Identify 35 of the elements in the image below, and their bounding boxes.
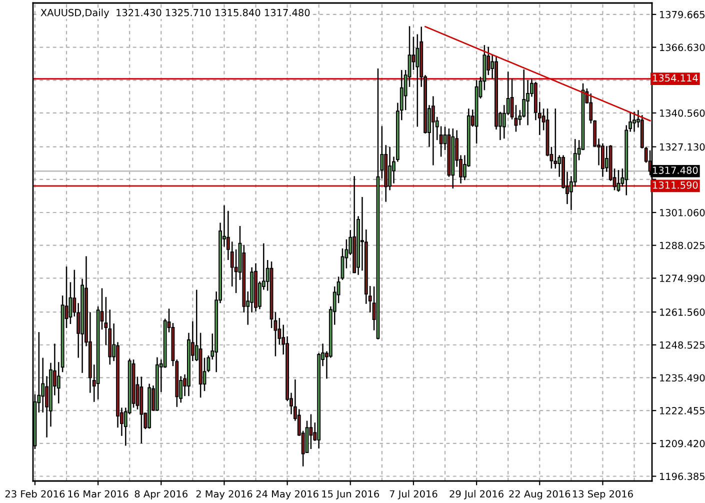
x-tick-label: 2 May 2016 — [196, 490, 252, 500]
ref-line-label: 1317.480 — [653, 166, 698, 174]
x-tick-label: 29 Jul 2016 — [450, 490, 504, 500]
y-tick-label: 1209.420 — [660, 440, 705, 448]
y-tick-label: 1301.060 — [660, 208, 705, 216]
y-tick-label: 1196.385 — [660, 472, 704, 480]
y-tick-label: 1248.525 — [660, 341, 704, 349]
y-tick-label: 1288.025 — [660, 242, 704, 250]
candlestick — [632, 111, 636, 132]
text: XAUUSD,Daily 1321.430 1325.710 1315.840 1317.480 — [40, 8, 310, 18]
x-tick-label: 15 Jun 2016 — [322, 490, 380, 500]
candlestick — [554, 108, 558, 170]
candlestick — [388, 146, 392, 191]
x-tick-label: 23 Feb 2016 — [5, 490, 65, 498]
y-tick-label: 1366.630 — [660, 44, 705, 52]
candlestick — [431, 96, 435, 166]
x-tick-label: 16 Mar 2016 — [68, 490, 128, 498]
x-tick-label: 13 Sep 2016 — [572, 490, 633, 500]
y-tick-label: 1274.990 — [660, 274, 705, 282]
candlestick — [601, 142, 604, 178]
y-tick-label: 1261.560 — [660, 308, 705, 316]
candlestick — [416, 34, 420, 128]
x-tick-label: 22 Aug 2016 — [509, 490, 570, 500]
y-tick-label: 1327.130 — [660, 143, 705, 151]
x-tick-label: 24 May 2016 — [256, 490, 318, 500]
candlestick — [274, 312, 278, 357]
candlestick — [309, 414, 313, 450]
y-tick-label: 1379.665 — [660, 10, 704, 18]
x-tick-label: 8 Apr 2016 — [134, 490, 188, 500]
y-tick-label: 1235.490 — [660, 374, 705, 382]
y-tick-label: 1340.560 — [660, 109, 705, 117]
y-tick-label: 1222.455 — [660, 407, 704, 414]
x-tick-label: 7 Jul 2016 — [390, 490, 438, 500]
ref-line-label: 1354.114 — [653, 74, 698, 82]
ref-line-label: 1311.590 — [653, 181, 698, 189]
